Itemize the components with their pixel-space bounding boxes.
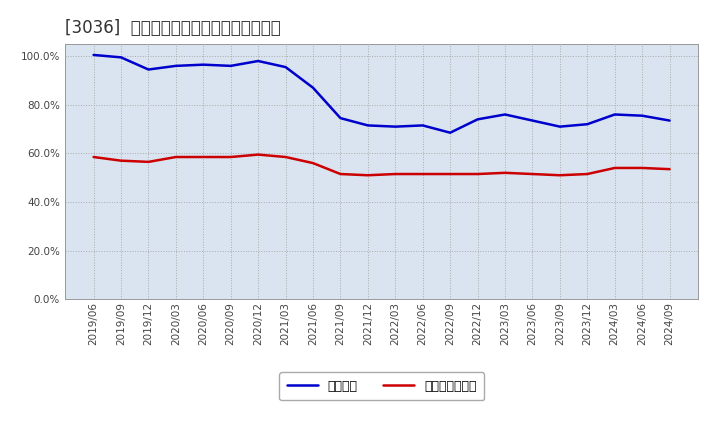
Line: 固定長期適合率: 固定長期適合率 [94,154,670,175]
固定長期適合率 [309,161,318,166]
固定比率 [500,112,509,117]
固定長期適合率 [144,159,153,165]
固定比率 [309,85,318,90]
固定長期適合率 [638,165,647,171]
Text: [3036]  固定比率、固定長期適合率の推移: [3036] 固定比率、固定長期適合率の推移 [65,19,281,37]
固定比率 [391,124,400,129]
固定比率 [638,113,647,118]
固定長期適合率 [665,166,674,172]
固定比率 [446,130,454,136]
固定比率 [226,63,235,69]
固定比率 [611,112,619,117]
Legend: 固定比率, 固定長期適合率: 固定比率, 固定長期適合率 [279,372,484,400]
固定比率 [282,64,290,70]
固定長期適合率 [117,158,125,163]
固定比率 [199,62,207,67]
固定長期適合率 [364,172,372,178]
Line: 固定比率: 固定比率 [94,55,670,133]
固定比率 [364,123,372,128]
固定比率 [473,117,482,122]
固定長期適合率 [583,172,592,177]
固定長期適合率 [254,152,263,157]
固定長期適合率 [199,154,207,160]
固定比率 [528,118,537,123]
固定比率 [171,63,180,69]
固定長期適合率 [226,154,235,160]
固定比率 [418,123,427,128]
固定比率 [144,67,153,72]
固定長期適合率 [500,170,509,176]
固定比率 [254,59,263,64]
固定長期適合率 [446,172,454,177]
固定比率 [665,118,674,123]
固定長期適合率 [89,154,98,160]
固定比率 [89,52,98,58]
固定比率 [336,115,345,121]
固定長期適合率 [336,172,345,177]
固定長期適合率 [391,172,400,177]
固定長期適合率 [282,154,290,160]
固定長期適合率 [418,172,427,177]
固定長期適合率 [528,172,537,177]
固定比率 [583,121,592,127]
固定比率 [117,55,125,60]
固定長期適合率 [473,172,482,177]
固定長期適合率 [611,165,619,171]
固定比率 [556,124,564,129]
固定長期適合率 [171,154,180,160]
固定長期適合率 [556,172,564,178]
